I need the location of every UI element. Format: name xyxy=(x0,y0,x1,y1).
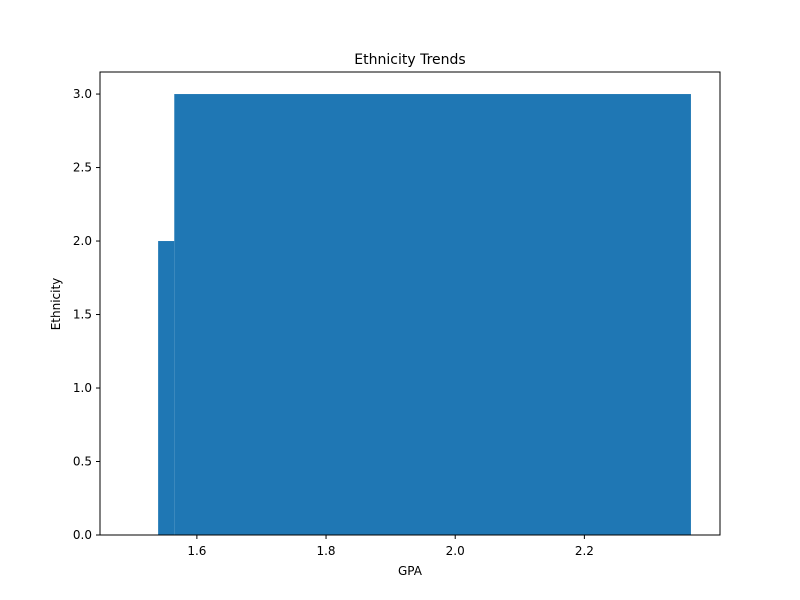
y-tick-label: 2.5 xyxy=(73,161,92,175)
x-axis-ticks: 1.6 1.8 2.0 2.2 xyxy=(187,535,594,558)
y-tick-label: 3.0 xyxy=(73,87,92,101)
x-tick-label: 2.0 xyxy=(446,544,465,558)
plot-frame xyxy=(99,71,721,536)
bar-0 xyxy=(158,241,175,536)
bar-1 xyxy=(174,94,691,536)
y-tick-label: 1.5 xyxy=(73,308,92,322)
chart-title: Ethnicity Trends xyxy=(354,52,465,68)
y-tick-label: 0.0 xyxy=(73,528,92,542)
bars-layer xyxy=(158,94,691,536)
x-tick-label: 1.8 xyxy=(316,544,335,558)
y-tick-label: 1.0 xyxy=(73,381,92,395)
y-axis-ticks: 0.0 0.5 1.0 1.5 2.0 2.5 3.0 xyxy=(73,87,100,542)
y-tick-label: 2.0 xyxy=(73,234,92,248)
x-tick-label: 2.2 xyxy=(575,544,594,558)
x-axis-title: GPA xyxy=(398,564,423,578)
y-axis-title: Ethnicity xyxy=(49,278,63,331)
y-tick-label: 0.5 xyxy=(73,455,92,469)
x-tick-label: 1.6 xyxy=(187,544,206,558)
